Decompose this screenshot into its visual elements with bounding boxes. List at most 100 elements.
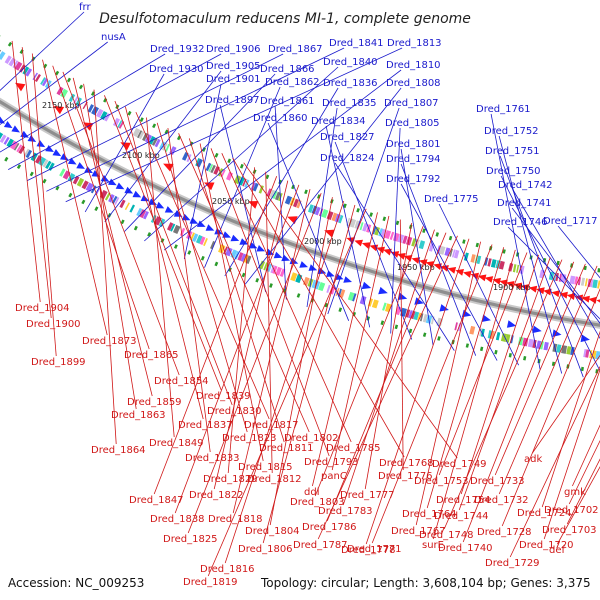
position-tick (265, 174, 270, 180)
forward-gene-leader-line (334, 141, 413, 340)
forward-gene-label: Dred_1808 (386, 78, 441, 89)
feature-segment (96, 108, 104, 118)
reverse-gene-leader-line (146, 117, 175, 438)
reverse-gene-leader-line (415, 241, 481, 526)
feature-segment (284, 195, 293, 205)
feature-segment (418, 240, 426, 250)
feature-segment (405, 236, 413, 246)
reverse-gene-label: Dred_1865 (124, 350, 179, 361)
reverse-gene-label: adk (524, 454, 542, 465)
position-tick (462, 239, 466, 244)
forward-gene-label: Dred_1827 (320, 132, 375, 143)
forward-gene-arrow (536, 287, 545, 295)
reverse-gene-label: Dred_1859 (127, 397, 182, 408)
position-tick (435, 232, 440, 237)
forward-gene-label: Dred_1860 (253, 113, 308, 124)
feature-segment (6, 138, 14, 148)
reverse-gene-leader-line (178, 133, 310, 433)
feature-segment (172, 224, 181, 235)
feature-segment (539, 269, 545, 279)
reverse-gene-leader-line (104, 95, 222, 391)
forward-gene-label: Dred_1750 (486, 166, 541, 177)
reverse-gene-arrow (532, 325, 542, 334)
position-tick (241, 272, 246, 278)
position-tick (81, 199, 86, 205)
reverse-gene-leader-line (21, 47, 52, 319)
position-tick (214, 261, 219, 267)
feature-segment (279, 268, 286, 278)
feature-segment (307, 204, 314, 213)
feature-segment (346, 217, 351, 226)
position-tick (380, 320, 385, 326)
reverse-gene-label: Dred_1733 (470, 476, 525, 487)
forward-gene-label: Dred_1897 (205, 95, 260, 106)
position-tick (597, 268, 600, 273)
feature-segment (45, 160, 52, 170)
feature-segment (76, 177, 85, 187)
feature-segment (8, 57, 16, 67)
position-tick (551, 361, 556, 367)
forward-gene-arrow (15, 82, 26, 92)
feature-segment (269, 189, 275, 199)
reverse-gene-leader-line (541, 330, 600, 508)
position-tick (395, 220, 400, 226)
feature-segment (389, 231, 395, 240)
feature-segment (16, 144, 23, 153)
feature-segment (208, 163, 214, 172)
forward-gene-label: Dred_1807 (384, 98, 439, 109)
reverse-gene-leader-line (11, 40, 41, 303)
forward-gene-arrow (361, 242, 371, 249)
forward-gene-arrow (520, 284, 530, 291)
position-tick (120, 219, 125, 225)
reverse-gene-label: Dred_1771 (347, 544, 402, 555)
feature-segment (245, 255, 252, 265)
forward-gene-label: Dred_1834 (311, 116, 366, 127)
reverse-gene-leader-line (188, 138, 285, 443)
reverse-gene-label: Dred_1812 (247, 474, 302, 485)
reverse-gene-leader-line (566, 458, 600, 525)
reverse-gene-label: Dred_1740 (438, 543, 493, 554)
forward-gene-label: Dred_1751 (485, 146, 540, 157)
feature-segment (223, 246, 228, 255)
feature-segment (498, 260, 505, 270)
position-tick (382, 216, 387, 222)
forward-gene-label: Dred_1932 (150, 44, 205, 55)
feature-segment (233, 175, 242, 185)
reverse-gene-leader-line (364, 222, 413, 490)
reverse-gene-arrow (11, 125, 20, 133)
forward-gene-arrow (376, 246, 385, 254)
reverse-gene-leader-line (42, 59, 108, 336)
reverse-gene-arrow (124, 186, 134, 194)
reverse-gene-leader-line (199, 143, 264, 462)
reverse-gene-arrow (3, 121, 13, 129)
genome-info-text: Topology: circular; Length: 3,608,104 bp… (260, 576, 591, 590)
reverse-gene-leader-line (557, 466, 600, 545)
feature-segment (378, 228, 384, 237)
reverse-gene-leader-line (572, 424, 600, 487)
feature-segment (117, 120, 123, 128)
forward-gene-arrow (369, 244, 379, 252)
feature-segment (495, 260, 501, 269)
feature-segment (371, 299, 379, 309)
feature-segment (118, 120, 125, 129)
reverse-gene-arrow (222, 231, 231, 238)
forward-gene-arrow (354, 239, 363, 247)
forward-gene-arrow (447, 267, 457, 274)
forward-gene-leader-line (267, 122, 350, 321)
forward-gene-label: Dred_1741 (497, 198, 552, 209)
forward-gene-label: Dred_1775 (424, 194, 479, 205)
forward-gene-label: Dred_1813 (387, 38, 442, 49)
feature-segment (48, 162, 55, 171)
forward-gene-arrow (411, 257, 421, 264)
feature-segment (129, 204, 135, 213)
feature-segment (81, 180, 89, 190)
forward-gene-arrow (287, 216, 298, 225)
feature-segment (385, 303, 392, 313)
reverse-gene-leader-line (498, 265, 598, 495)
reverse-gene-leader-line (174, 184, 300, 514)
feature-segment (23, 148, 30, 157)
forward-gene-leader-line (104, 70, 222, 223)
feature-segment (32, 72, 38, 81)
feature-segment (439, 245, 446, 255)
reverse-gene-arrow (181, 213, 191, 221)
